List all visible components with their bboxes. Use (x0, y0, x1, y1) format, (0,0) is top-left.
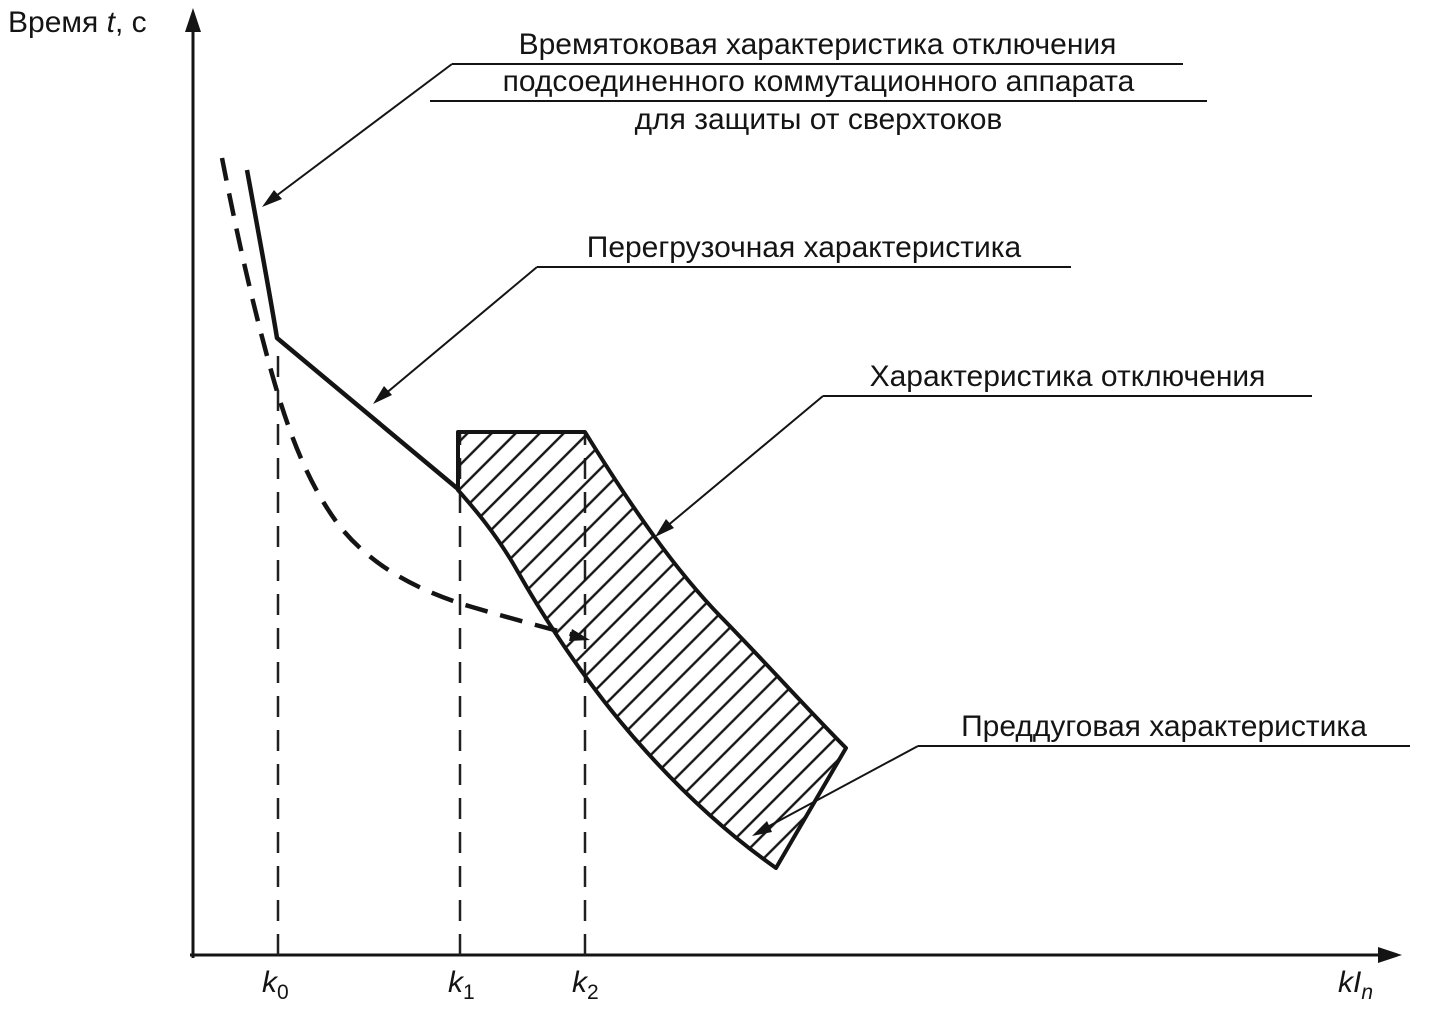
scpd-callout-line-3: для защиты от сверхтоков (634, 103, 1003, 136)
tick-k2: k2 (572, 966, 599, 1010)
prearcing-leader-line (757, 745, 919, 833)
tick-k2-base: k (572, 966, 587, 999)
scpd-leader-line (267, 63, 453, 203)
tick-k1-sub: 1 (463, 981, 475, 1004)
y-axis-label-prefix: Время (8, 6, 107, 39)
overload-callout-label: Перегрузочная характеристика (586, 231, 1022, 264)
scpd-curve-arrowhead (569, 629, 590, 641)
breaking-leader-line (659, 395, 824, 533)
overload-leader-arrowhead (373, 386, 392, 404)
tick-k0-sub: 0 (277, 981, 289, 1004)
x-axis-label-subscript: n (1361, 981, 1374, 1004)
breaking-leader-arrowhead (655, 519, 674, 537)
x-axis-label: kIn (1338, 966, 1373, 1010)
tolerance-band-region (456, 430, 848, 870)
x-axis-label-variable: kI (1338, 966, 1362, 999)
overload-curve (244, 169, 460, 491)
y-axis-label-variable: t (106, 6, 115, 39)
x-axis-arrowhead (1378, 947, 1402, 963)
scpd-callout-line-1: Времятоковая характеристика отключения (518, 28, 1117, 61)
tick-k1: k1 (448, 966, 475, 1010)
scpd-leader-arrowhead (262, 190, 282, 207)
overload-leader-line (377, 266, 538, 401)
y-axis-arrowhead (185, 8, 201, 32)
scpd-callout-line-2: подсоединенного коммутационного аппарата (502, 65, 1135, 98)
prearcing-leader-arrowhead (752, 821, 772, 836)
scpd-dashed-curve (219, 157, 579, 639)
tick-k0-base: k (262, 966, 277, 999)
tick-k1-base: k (448, 966, 463, 999)
y-axis-label-suffix: , с (114, 6, 147, 39)
breaking-callout-label: Характеристика отключения (869, 360, 1266, 393)
prearcing-callout-label: Преддуговая характеристика (961, 710, 1367, 743)
y-axis-label: Время t, с (8, 6, 147, 40)
tick-k0: k0 (262, 966, 289, 1010)
tick-k2-sub: 2 (587, 981, 599, 1004)
